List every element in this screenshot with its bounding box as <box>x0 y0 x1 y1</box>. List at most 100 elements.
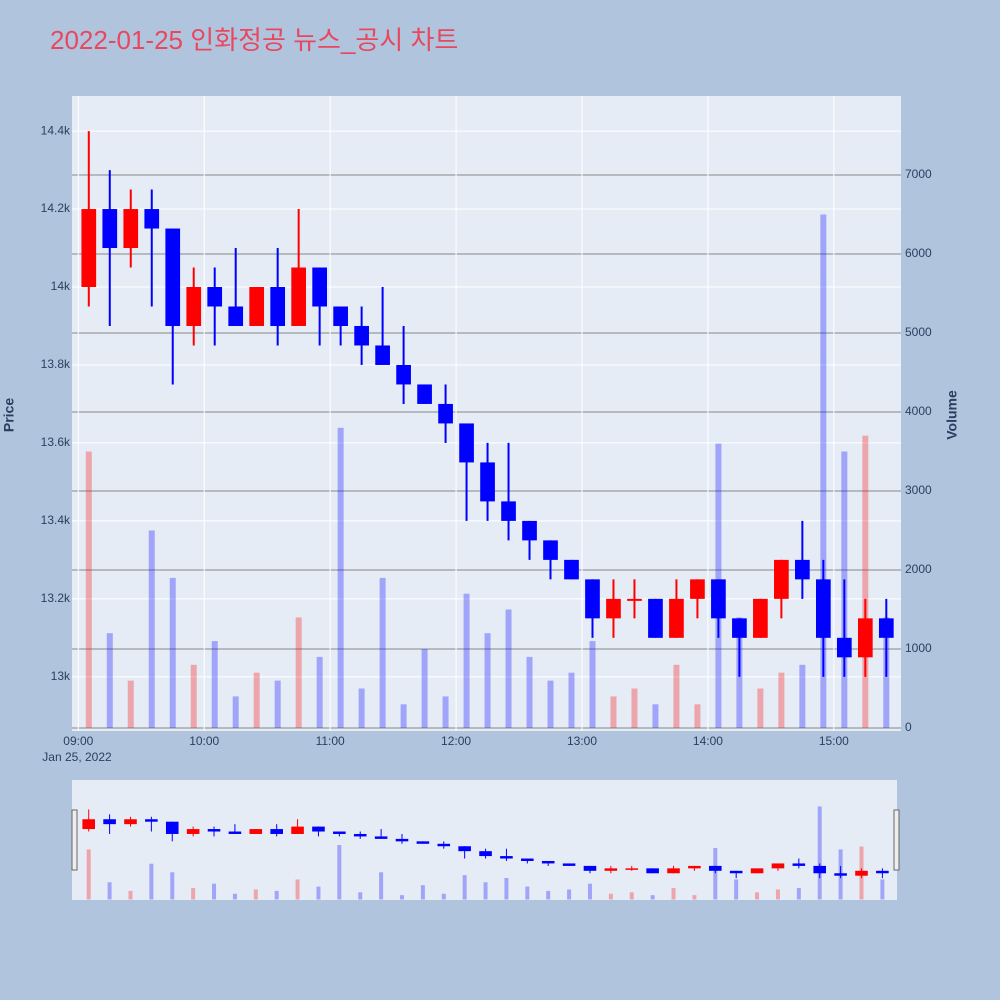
mini-candle-body <box>792 863 806 866</box>
x-tick-label: 09:00 <box>63 734 93 748</box>
mini-volume-bar <box>817 806 822 900</box>
candle-body <box>249 287 265 326</box>
candle-body <box>123 209 139 249</box>
volume-bar <box>442 696 449 728</box>
y2-tick-label: 6000 <box>905 246 932 260</box>
x-date-label: Jan 25, 2022 <box>42 750 112 764</box>
y-tick-label: 13k <box>51 669 71 683</box>
mini-candle-body <box>228 831 242 834</box>
mini-candle-body <box>876 870 889 874</box>
y2-tick-label: 0 <box>905 720 912 734</box>
mini-volume-bar <box>441 893 446 900</box>
candle-body <box>711 579 726 619</box>
volume-bar <box>547 680 554 728</box>
mini-candle-body <box>249 829 263 834</box>
candle-body <box>228 306 244 326</box>
candle-body <box>669 598 684 638</box>
mini-volume-bar <box>525 886 530 900</box>
mini-candle-body <box>333 831 346 834</box>
mini-candle-body <box>416 841 430 844</box>
candle-body <box>165 228 181 326</box>
mini-volume-bar <box>212 883 217 900</box>
x-tick-label: 11:00 <box>316 734 345 748</box>
candle-body <box>312 267 327 307</box>
mini-candle-body <box>145 819 158 822</box>
y-tick-label: 13.2k <box>41 591 71 605</box>
candle-body <box>480 462 495 502</box>
mini-candle-body <box>583 865 597 871</box>
x-tick-label: 13:00 <box>567 734 597 748</box>
mini-volume-bar <box>86 849 91 900</box>
candle-body <box>878 618 894 638</box>
candle-body <box>606 598 621 619</box>
candle-body <box>836 637 852 658</box>
volume-bar <box>421 648 428 728</box>
mini-candle-body <box>625 868 639 870</box>
mini-volume-bar <box>755 892 760 900</box>
volume-bar <box>400 704 407 728</box>
candle-body <box>857 618 873 658</box>
volume-bar <box>358 688 365 728</box>
mini-volume-bar <box>713 847 718 900</box>
mini-candle-body <box>521 858 534 861</box>
mini-candle-body <box>771 863 785 869</box>
candle-body <box>753 598 768 638</box>
mini-candle-body <box>562 863 576 866</box>
volume-bar <box>106 633 113 728</box>
range-handle-right[interactable] <box>893 809 900 871</box>
mini-volume-bar <box>796 888 801 900</box>
candle-body <box>690 579 705 599</box>
mini-volume-bar <box>170 872 175 900</box>
candle-body <box>81 209 97 288</box>
mini-candle-body <box>458 846 471 852</box>
mini-candle-body <box>646 868 659 874</box>
candle-body <box>396 364 411 385</box>
mini-candle-body <box>813 865 827 874</box>
volume-bar <box>505 609 512 728</box>
mini-volume-bar <box>587 883 592 900</box>
mini-volume-bar <box>775 889 780 900</box>
volume-bar <box>778 672 785 728</box>
range-handle-left[interactable] <box>71 809 78 871</box>
mini-volume-bar <box>483 882 488 900</box>
mini-volume-bar <box>191 888 196 900</box>
mini-candle-body <box>729 870 743 874</box>
mini-volume-bar <box>650 895 655 900</box>
candle-body <box>207 287 223 307</box>
volume-bar <box>610 696 617 728</box>
mini-candle-body <box>374 836 388 839</box>
mini-volume-bar <box>420 885 425 900</box>
mini-candle-body <box>124 819 137 825</box>
candle-body <box>543 540 558 560</box>
volume-bar <box>820 214 827 728</box>
volume-bar <box>757 688 764 728</box>
candle-body <box>627 598 642 601</box>
volume-bar <box>190 664 197 728</box>
mini-volume-bar <box>107 882 112 900</box>
y-tick-label: 14k <box>51 279 71 293</box>
candle-body <box>522 520 537 541</box>
y-tick-label: 14.4k <box>41 123 71 137</box>
range-slider[interactable] <box>72 780 897 900</box>
volume-bar <box>568 672 575 728</box>
mini-volume-bar <box>504 877 509 900</box>
candle-body <box>270 287 286 326</box>
candle-body <box>564 559 579 580</box>
mini-volume-bar <box>546 890 551 900</box>
mini-candle-body <box>541 860 555 864</box>
y2-tick-label: 3000 <box>905 483 932 497</box>
volume-bar <box>232 696 239 728</box>
mini-candle-body <box>500 856 513 859</box>
x-tick-label: 15:00 <box>819 734 849 748</box>
mini-candle-body <box>270 829 283 834</box>
mini-volume-bar <box>358 892 363 900</box>
volume-bar <box>379 577 386 728</box>
candle-body <box>438 403 453 424</box>
mini-volume-bar <box>734 879 739 900</box>
mini-candle-body <box>604 868 618 871</box>
volume-bar <box>274 680 281 728</box>
volume-bar <box>484 633 491 728</box>
candle-body <box>648 598 663 638</box>
mini-candle-body <box>165 821 179 834</box>
